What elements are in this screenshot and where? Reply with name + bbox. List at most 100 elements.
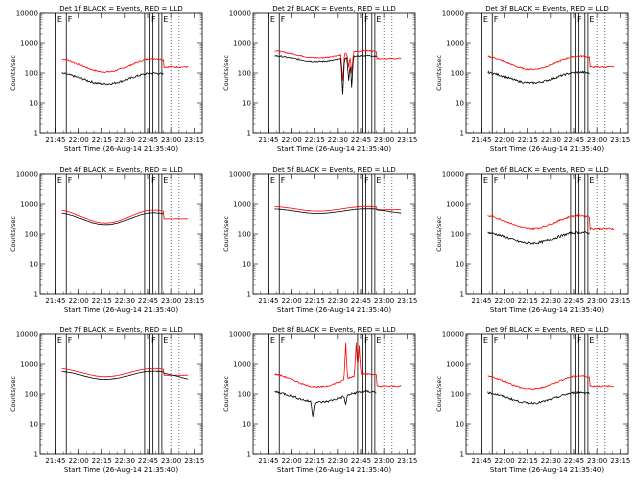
y-tick-label: 10000 — [229, 331, 251, 339]
x-tick-label: 22:30 — [328, 297, 348, 305]
y-tick-label: 100 — [451, 231, 464, 239]
series-line-lld — [487, 374, 615, 391]
plot-frame — [252, 333, 416, 455]
marker-label: F — [494, 176, 499, 185]
series-line-events — [274, 54, 377, 95]
x-tick-label: 22:15 — [518, 297, 538, 305]
marker-label: F — [151, 15, 156, 24]
x-tick-label: 23:15 — [184, 457, 204, 465]
x-tick-label: 23:15 — [610, 457, 630, 465]
y-tick-label: 10 — [242, 100, 251, 108]
x-tick-label: 22:15 — [518, 457, 538, 465]
x-tick-label: 22:30 — [328, 136, 348, 144]
plot-frame — [465, 173, 629, 295]
x-axis-label: Start Time (26-Aug-14 21:35:40) — [64, 306, 178, 314]
marker-label: F — [577, 176, 582, 185]
y-tick-label: 1 — [460, 130, 464, 138]
marker-label: F — [68, 336, 73, 345]
x-tick-label: 22:45 — [138, 457, 158, 465]
y-tick-label: 10000 — [16, 171, 38, 179]
x-axis-label: Start Time (26-Aug-14 21:35:40) — [64, 145, 178, 153]
marker-label: F — [151, 336, 156, 345]
x-tick-label: 21:45 — [471, 297, 491, 305]
series-line-lld — [274, 205, 402, 212]
plot-frame — [39, 333, 203, 455]
y-tick-label: 10 — [455, 261, 464, 269]
x-tick-label: 23:15 — [184, 136, 204, 144]
marker-label: E — [57, 15, 62, 24]
panel-title: Det 6f BLACK = Events, RED = LLD — [485, 166, 608, 174]
x-tick-label: 21:45 — [258, 136, 278, 144]
y-tick-label: 1 — [460, 451, 464, 459]
y-tick-label: 100 — [25, 231, 38, 239]
panel-title: Det 2f BLACK = Events, RED = LLD — [272, 5, 395, 13]
y-tick-label: 1000 — [446, 201, 464, 209]
y-axis-label: Counts/sec — [222, 216, 230, 252]
y-tick-label: 10 — [29, 421, 38, 429]
x-tick-label: 22:45 — [564, 457, 584, 465]
y-tick-label: 10 — [455, 421, 464, 429]
y-tick-label: 10000 — [229, 10, 251, 18]
x-tick-label: 22:00 — [281, 297, 301, 305]
x-tick-label: 22:45 — [138, 297, 158, 305]
panel-title: Det 8f BLACK = Events, RED = LLD — [272, 326, 395, 334]
y-tick-label: 1 — [247, 130, 251, 138]
x-tick-label: 22:00 — [68, 457, 88, 465]
y-tick-label: 10 — [242, 421, 251, 429]
y-tick-label: 1 — [247, 451, 251, 459]
series-line-events — [61, 212, 164, 226]
panel-title: Det 3f BLACK = Events, RED = LLD — [485, 5, 608, 13]
y-tick-label: 1000 — [446, 40, 464, 48]
x-axis-label: Start Time (26-Aug-14 21:35:40) — [490, 306, 604, 314]
series-line-lld — [61, 209, 189, 224]
panel-title: Det 7f BLACK = Events, RED = LLD — [59, 326, 182, 334]
y-tick-label: 100 — [238, 231, 251, 239]
x-tick-label: 23:00 — [374, 457, 394, 465]
marker-label: E — [163, 336, 168, 345]
y-tick-label: 10 — [242, 261, 251, 269]
y-tick-label: 1000 — [446, 361, 464, 369]
y-tick-label: 100 — [451, 391, 464, 399]
y-tick-label: 10000 — [16, 10, 38, 18]
x-tick-label: 23:15 — [397, 457, 417, 465]
x-tick-label: 22:30 — [328, 457, 348, 465]
series-line-lld — [61, 57, 189, 74]
x-tick-label: 22:15 — [305, 136, 325, 144]
x-tick-label: 22:00 — [494, 297, 514, 305]
x-tick-label: 22:30 — [541, 297, 561, 305]
x-tick-label: 22:15 — [92, 457, 112, 465]
x-axis-label: Start Time (26-Aug-14 21:35:40) — [277, 145, 391, 153]
marker-label: E — [483, 336, 488, 345]
series-line-events — [61, 72, 164, 86]
y-tick-label: 1000 — [233, 361, 251, 369]
series-line-events — [487, 70, 590, 85]
x-tick-label: 23:00 — [374, 297, 394, 305]
x-tick-label: 22:00 — [281, 136, 301, 144]
marker-label: E — [376, 15, 381, 24]
marker-label: E — [270, 15, 275, 24]
marker-label: F — [68, 176, 73, 185]
marker-label: F — [494, 15, 499, 24]
x-tick-label: 22:45 — [351, 136, 371, 144]
marker-label: F — [68, 15, 73, 24]
series-line-events — [487, 390, 590, 405]
x-tick-label: 23:15 — [610, 136, 630, 144]
x-tick-label: 22:30 — [115, 136, 135, 144]
marker-label: E — [589, 176, 594, 185]
x-tick-label: 21:45 — [258, 457, 278, 465]
y-tick-label: 1 — [34, 130, 38, 138]
y-axis-label: Counts/sec — [222, 376, 230, 412]
y-tick-label: 1000 — [20, 40, 38, 48]
y-axis-label: Counts/sec — [222, 55, 230, 91]
plot-frame — [39, 173, 203, 295]
x-tick-label: 22:00 — [281, 457, 301, 465]
y-axis-label: Counts/sec — [9, 216, 17, 252]
marker-label: E — [270, 336, 275, 345]
x-axis-label: Start Time (26-Aug-14 21:35:40) — [490, 145, 604, 153]
x-tick-label: 22:00 — [494, 136, 514, 144]
y-tick-label: 1 — [247, 291, 251, 299]
x-tick-label: 23:00 — [161, 457, 181, 465]
y-tick-label: 1000 — [20, 201, 38, 209]
